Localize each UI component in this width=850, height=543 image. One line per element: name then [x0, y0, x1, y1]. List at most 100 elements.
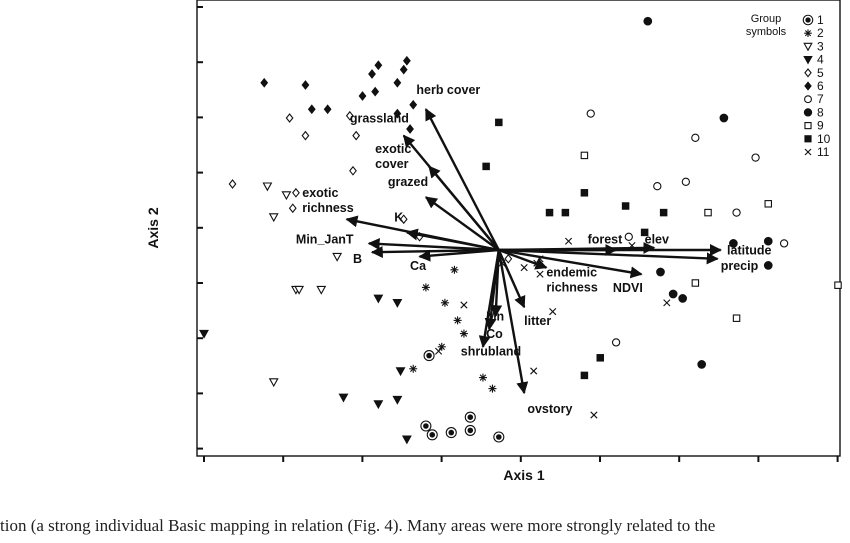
legend-title: symbols [746, 26, 787, 38]
legend-label: 6 [817, 79, 824, 93]
point-group-2 [437, 342, 446, 351]
point-group-1 [423, 350, 435, 362]
point-group-4 [373, 294, 384, 304]
point-group-3 [268, 378, 279, 388]
legend-symbol-3 [803, 42, 813, 52]
point-group-9 [704, 208, 712, 217]
legend-label: 1 [817, 13, 824, 27]
legend-symbol-11 [804, 148, 812, 156]
point-group-11 [460, 301, 468, 309]
legend-symbol-7 [804, 95, 812, 104]
point-group-7 [653, 182, 662, 191]
point-group-8 [656, 267, 665, 277]
vector-label: litter [524, 314, 551, 328]
legend-label: 8 [817, 105, 824, 119]
legend-symbol-8 [803, 108, 813, 117]
point-group-5 [288, 203, 297, 214]
point-group-4 [373, 400, 384, 410]
point-group-5 [349, 165, 357, 176]
point-group-5 [228, 179, 237, 189]
point-group-1 [493, 431, 505, 443]
vector-arrow [497, 249, 529, 395]
point-group-7 [586, 109, 595, 118]
point-group-7 [681, 177, 690, 186]
point-group-6 [358, 91, 367, 101]
point-group-10 [495, 118, 503, 127]
point-group-11 [590, 411, 598, 419]
point-group-1 [420, 420, 432, 432]
legend-label: 4 [817, 53, 824, 67]
point-group-2 [459, 329, 468, 338]
point-group-2 [453, 316, 462, 325]
point-group-7 [611, 338, 621, 347]
vector-arrow [428, 165, 500, 251]
vector-labels: herb cover grassland exotic cover grazed exot… [296, 83, 772, 416]
vector-arrow [367, 237, 499, 252]
point-group-4 [392, 299, 403, 308]
point-group-10 [659, 208, 668, 217]
legend-symbol-5 [804, 68, 812, 78]
point-group-4 [401, 435, 412, 445]
point-group-6 [368, 69, 376, 79]
vector-label: precip [721, 259, 759, 273]
x-axis-title: Axis 1 [503, 467, 544, 483]
point-group-10 [482, 162, 490, 171]
vector-label: herb cover [416, 83, 480, 97]
point-group-2 [421, 283, 430, 292]
point-group-6 [260, 77, 269, 88]
point-group-6 [406, 124, 414, 134]
point-group-5 [399, 214, 408, 225]
vector-label: Mn [486, 309, 504, 323]
vector-arrow [424, 108, 500, 251]
vector-arrow [424, 196, 500, 251]
vector-arrow [418, 248, 499, 262]
vector-arrow [498, 248, 719, 265]
point-group-1 [445, 427, 457, 439]
point-group-7 [624, 232, 633, 241]
point-group-2 [450, 265, 459, 274]
point-group-6 [402, 55, 411, 66]
legend-symbol-2 [804, 29, 812, 37]
x-axis-ticks [203, 456, 839, 462]
point-group-10 [580, 371, 589, 380]
plot-frame [196, 0, 841, 457]
point-group-3 [316, 285, 327, 295]
point-group-6 [307, 104, 316, 115]
point-group-5 [352, 130, 361, 141]
point-group-8 [763, 261, 773, 270]
vector-label: exotic richness [302, 186, 353, 215]
point-group-11 [434, 347, 443, 355]
vector-label: NDVI [613, 281, 643, 295]
point-group-6 [393, 108, 402, 119]
legend-symbol-9 [804, 122, 812, 130]
point-group-2 [440, 298, 449, 307]
point-group-3 [281, 191, 292, 201]
point-group-9 [764, 200, 773, 208]
point-group-9 [834, 281, 842, 289]
point-group-11 [536, 270, 544, 278]
point-group-6 [301, 80, 310, 90]
point-group-11 [663, 299, 671, 307]
vector-label: endemic richness [546, 265, 597, 294]
vector-label: elev [645, 232, 669, 246]
point-group-4 [392, 395, 403, 405]
point-group-6 [393, 77, 402, 88]
point-group-11 [549, 308, 557, 316]
point-group-6 [374, 60, 383, 71]
y-axis-title: Axis 2 [145, 207, 161, 248]
vector-label: grazed [388, 175, 428, 189]
biplot-vectors [345, 108, 722, 395]
point-group-9 [691, 279, 700, 287]
point-group-4 [395, 367, 406, 377]
point-group-5 [292, 187, 300, 198]
point-group-1 [464, 411, 476, 423]
point-group-11 [530, 367, 538, 375]
vector-arrow [478, 249, 500, 348]
vector-arrow [405, 228, 500, 252]
vector-arrow [370, 246, 499, 259]
point-group-8 [729, 239, 738, 248]
point-group-5 [301, 130, 310, 141]
point-group-8 [668, 289, 678, 299]
vector-label: grassland [350, 111, 409, 125]
